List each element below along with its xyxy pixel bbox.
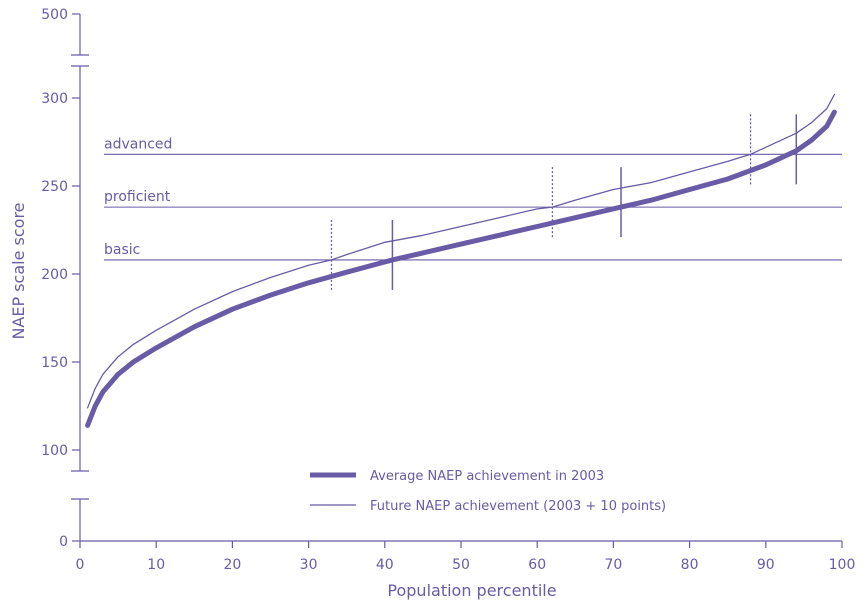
achievement-levels: basic proficient advanced: [104, 136, 842, 261]
y-tick-label: 0: [59, 534, 68, 550]
axes: 0 10 20 30 40 50 60 70 80 90 100 0 100 150 200 250 300 50…: [41, 7, 855, 573]
x-tick-label: 30: [300, 557, 318, 573]
x-tick-label: 80: [681, 557, 699, 573]
legend-label: Average NAEP achievement in 2003: [370, 469, 604, 484]
y-tick-label: 100: [41, 443, 68, 459]
x-tick-label: 50: [452, 557, 470, 573]
level-label-advanced: advanced: [104, 136, 172, 152]
x-tick-label: 70: [604, 557, 622, 573]
y-tick-label: 300: [41, 91, 68, 107]
legend-label: Future NAEP achievement (2003 + 10 point…: [370, 499, 666, 514]
percentile-markers: [330, 114, 798, 290]
y-tick-label: 500: [41, 7, 68, 23]
series-line-future: [86, 93, 836, 409]
x-tick-label: 40: [376, 557, 394, 573]
x-tick-label: 100: [829, 557, 856, 573]
y-tick-label: 200: [41, 267, 68, 283]
y-tick-label: 250: [41, 179, 68, 195]
series-group: [85, 93, 837, 428]
y-axis-title: NAEP scale score: [9, 202, 28, 339]
x-tick-label: 90: [757, 557, 775, 573]
x-tick-label: 60: [528, 557, 546, 573]
x-tick-label: 10: [147, 557, 165, 573]
series-line-2003: [85, 109, 837, 428]
level-label-proficient: proficient: [104, 189, 171, 205]
x-axis-title: Population percentile: [387, 581, 556, 600]
level-label-basic: basic: [104, 242, 140, 258]
x-tick-label: 0: [76, 557, 85, 573]
legend: Average NAEP achievement in 2003 Future N…: [310, 469, 666, 514]
x-tick-label: 20: [223, 557, 241, 573]
y-tick-label: 150: [41, 355, 68, 371]
